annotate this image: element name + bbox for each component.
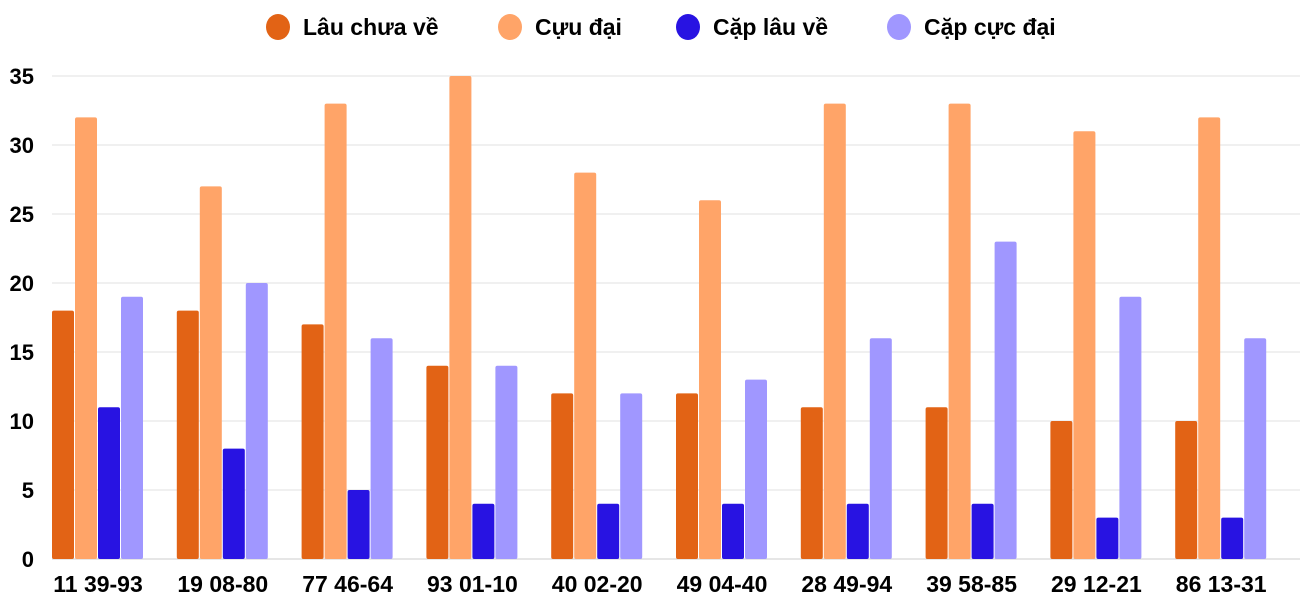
bar <box>472 503 495 559</box>
bar <box>869 338 892 559</box>
bar <box>948 103 971 559</box>
legend-item[interactable]: Cặp cực đại <box>887 14 1056 40</box>
bar <box>1221 517 1244 559</box>
bar <box>245 283 268 559</box>
bars <box>52 76 1267 560</box>
x-tick-label: 39 58-85 <box>926 571 1017 597</box>
x-tick-label: 28 49-94 <box>801 571 892 597</box>
bar <box>495 365 518 559</box>
bar <box>745 379 767 559</box>
x-tick-label: 29 12-21 <box>1051 571 1142 597</box>
bar <box>1050 421 1073 559</box>
bar <box>722 503 744 559</box>
y-tick-label: 35 <box>10 64 34 89</box>
bar <box>1073 131 1096 559</box>
legend-swatch-icon <box>266 14 290 40</box>
bar <box>574 172 597 559</box>
legend-swatch-icon <box>887 14 911 40</box>
bar <box>925 407 948 559</box>
y-tick-label: 15 <box>10 340 34 365</box>
legend-label: Lâu chưa về <box>303 14 439 40</box>
legend-swatch-icon <box>498 14 522 40</box>
bar <box>370 338 393 559</box>
y-tick-label: 0 <box>22 547 34 572</box>
bar <box>994 241 1017 559</box>
x-tick-label: 40 02-20 <box>552 571 643 597</box>
bar <box>1096 517 1119 559</box>
bar <box>301 324 324 559</box>
bar <box>846 503 869 559</box>
bar <box>199 186 222 559</box>
legend-label: Cặp cực đại <box>924 14 1056 40</box>
bar <box>551 393 574 559</box>
bar <box>324 103 347 559</box>
bar <box>222 448 245 559</box>
x-tick-label: 11 39-93 <box>53 571 143 597</box>
x-axis: 11 39-93 19 08-80 77 46-64 93 01-10 40 02-20… <box>53 571 1267 597</box>
legend-label: Cựu đại <box>535 14 622 40</box>
bar <box>347 490 370 559</box>
y-axis: 0 5 10 15 20 25 30 35 <box>10 64 34 572</box>
bar <box>1244 338 1267 559</box>
bar <box>121 296 143 559</box>
y-tick-label: 10 <box>10 409 34 434</box>
y-tick-label: 25 <box>10 202 34 227</box>
legend: Lâu chưa về Cựu đại Cặp lâu về Cặp cực đại <box>266 14 1056 40</box>
x-tick-label: 93 01-10 <box>427 571 518 597</box>
bar <box>1119 296 1142 559</box>
legend-label: Cặp lâu về <box>713 14 828 40</box>
bar <box>1175 421 1198 559</box>
y-tick-label: 5 <box>22 478 34 503</box>
x-tick-label: 49 04-40 <box>677 571 768 597</box>
x-tick-label: 77 46-64 <box>302 571 393 597</box>
bar <box>597 503 620 559</box>
legend-swatch-icon <box>676 14 700 40</box>
bar <box>426 365 449 559</box>
bar <box>800 407 823 559</box>
x-tick-label: 86 13-31 <box>1176 571 1267 597</box>
bar <box>699 200 721 559</box>
bar <box>823 103 846 559</box>
bar <box>449 76 472 559</box>
y-tick-label: 30 <box>10 133 34 158</box>
bar <box>75 117 97 560</box>
bar <box>98 407 120 559</box>
bar <box>620 393 643 559</box>
legend-item[interactable]: Cựu đại <box>498 14 622 40</box>
bar <box>1198 117 1221 560</box>
bar <box>52 310 74 559</box>
y-tick-label: 20 <box>10 271 34 296</box>
bar <box>676 393 698 559</box>
bar <box>971 503 994 559</box>
legend-item[interactable]: Cặp lâu về <box>676 14 828 40</box>
bar <box>176 310 199 559</box>
x-tick-label: 19 08-80 <box>177 571 268 597</box>
legend-item[interactable]: Lâu chưa về <box>266 14 439 40</box>
